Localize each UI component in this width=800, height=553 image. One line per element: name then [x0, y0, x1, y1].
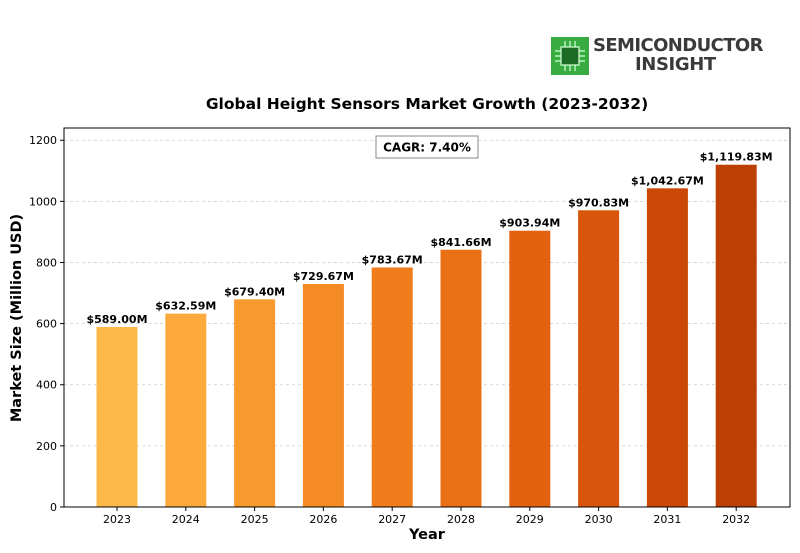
x-tick-label: 2023 [103, 513, 131, 526]
plot-frame [63, 127, 791, 508]
bar-2029 [509, 230, 551, 507]
chip-icon [551, 37, 589, 75]
data-labels: $589.00M $632.59M $679.40M $729.67M $783.67M… [86, 151, 772, 326]
data-label-2032: $1,119.83M [700, 151, 773, 164]
cagr-box [375, 135, 479, 159]
data-label-2030: $970.83M [568, 196, 629, 209]
x-tick-label: 2031 [653, 513, 681, 526]
x-tick-label: 2028 [447, 513, 475, 526]
y-tick-label: 400 [36, 379, 57, 392]
x-tick-label: 2029 [516, 513, 544, 526]
y-tick-label: 600 [36, 318, 57, 331]
data-label-2025: $679.40M [224, 285, 285, 298]
x-axis-label: Year [408, 527, 446, 543]
x-tick-label: 2027 [378, 513, 406, 526]
chart-title: Global Height Sensors Market Growth (202… [206, 95, 648, 113]
brand-logo: SEMICONDUCTOR INSIGHT [551, 36, 766, 78]
data-label-2028: $841.66M [430, 236, 491, 249]
brand-name-line1: SEMICONDUCTOR [593, 35, 763, 56]
data-label-2029: $903.94M [499, 217, 560, 230]
y-tick-label: 200 [36, 440, 57, 453]
bar-2025 [234, 299, 276, 507]
bar-2023 [96, 326, 138, 507]
x-tick-label: 2025 [241, 513, 269, 526]
bar-2030 [578, 210, 620, 507]
data-label-2027: $783.67M [362, 253, 423, 266]
data-label-2026: $729.67M [293, 270, 354, 283]
y-axis-ticks: 0 200 400 600 800 1000 1200 [29, 134, 64, 514]
bar-2027 [371, 267, 413, 507]
x-tick-label: 2026 [309, 513, 337, 526]
data-label-2024: $632.59M [155, 300, 216, 313]
x-tick-label: 2024 [172, 513, 200, 526]
x-tick-label: 2030 [585, 513, 613, 526]
cagr-annotation: CAGR: 7.40% [375, 135, 479, 159]
bar-2026 [302, 283, 344, 507]
bar-2032 [715, 164, 757, 508]
y-tick-label: 1000 [29, 195, 57, 208]
bars [96, 164, 757, 508]
bar-2024 [165, 313, 207, 507]
y-axis-label: Market Size (Million USD) [9, 214, 25, 422]
bar-2031 [646, 188, 688, 507]
data-label-2031: $1,042.67M [631, 174, 704, 187]
x-axis-ticks: 2023 2024 2025 2026 2027 2028 2029 2030 2031 2032 [103, 507, 750, 526]
bar-2028 [440, 249, 482, 508]
brand-name-line2: INSIGHT [635, 54, 716, 75]
y-tick-label: 0 [50, 501, 57, 514]
cagr-text: CAGR: 7.40% [383, 141, 471, 155]
y-tick-label: 1200 [29, 134, 57, 147]
y-tick-label: 800 [36, 256, 57, 269]
x-tick-label: 2032 [722, 513, 750, 526]
data-label-2023: $589.00M [86, 313, 147, 326]
